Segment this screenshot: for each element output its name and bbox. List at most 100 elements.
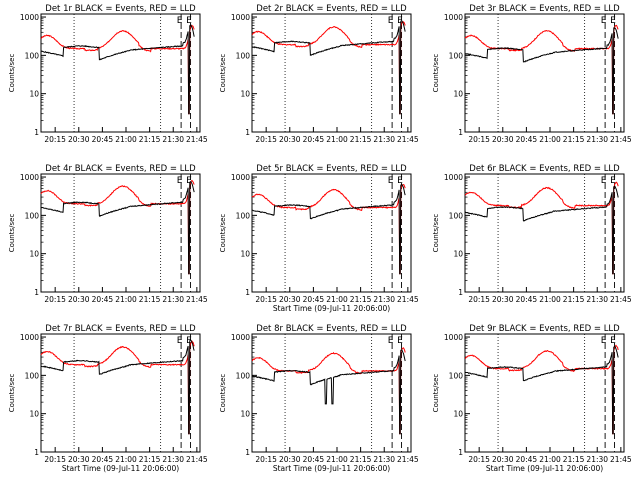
lld-series-line [251,347,406,435]
y-tick-label: 10 [240,250,250,259]
y-tick-label: 1000 [231,333,250,342]
event-marker-label: E [177,176,183,186]
x-tick-label: 21:30 [586,455,608,464]
x-tick-label: 20:30 [68,135,90,144]
y-tick-label: 1 [34,128,39,137]
y-tick-label: 10 [29,410,39,419]
x-tick-label: 20:30 [492,135,514,144]
x-tick-label: 21:30 [586,135,608,144]
plot-frame [251,333,412,453]
x-axis-label: Start Time (09-Jul-11 20:06:00) [486,464,603,473]
y-axis-label: Counts/sec [432,374,440,413]
events-series-line [251,183,406,275]
event-marker-label: E [601,336,607,346]
y-tick-label: 100 [25,211,40,220]
x-tick-label: 20:30 [279,295,301,304]
x-tick-label: 21:45 [397,295,419,304]
x-tick-label: 20:45 [516,135,538,144]
x-tick-label: 21:45 [610,295,632,304]
x-tick-label: 20:45 [303,295,325,304]
lld-series-line [251,21,406,115]
x-tick-label: 21:45 [186,455,208,464]
panel-title: Det 7r BLACK = Events, RED = LLD [45,324,196,334]
x-tick-label: 20:15 [255,455,277,464]
event-marker-label: E [610,16,616,26]
plot-frame [464,333,625,453]
y-axis-label: Counts/sec [219,54,227,93]
panel-4: Det 4r BLACK = Events, RED = LLD 1 10 100 10… [8,164,208,304]
y-tick-label: 1000 [20,13,39,22]
panel-1: Det 1r BLACK = Events, RED = LLD 1 10 100 10… [8,4,208,144]
x-tick-label: 20:30 [279,455,301,464]
x-tick-label: 20:15 [44,455,66,464]
x-tick-label: 20:30 [492,455,514,464]
y-axis-label: Counts/sec [8,374,16,413]
x-tick-label: 21:15 [139,455,161,464]
panel-title: Det 3r BLACK = Events, RED = LLD [469,4,620,14]
event-marker-label: E [388,16,394,26]
y-tick-label: 1000 [444,333,463,342]
panel-title: Det 5r BLACK = Events, RED = LLD [256,164,407,174]
events-series-line [251,349,406,435]
x-tick-label: 21:00 [326,455,348,464]
y-tick-label: 1000 [20,173,39,182]
x-tick-label: 20:15 [468,135,490,144]
x-tick-label: 21:00 [539,455,561,464]
panel-3: Det 3r BLACK = Events, RED = LLD 1 10 100 10… [432,4,632,144]
x-tick-label: 21:45 [610,455,632,464]
y-tick-label: 1 [34,448,39,457]
panel-6: Det 6r BLACK = Events, RED = LLD 1 10 100 10… [432,164,632,304]
y-tick-label: 1 [458,448,463,457]
plot-frame [40,173,201,293]
events-series-line [251,19,406,115]
y-axis-label: Counts/sec [432,214,440,253]
x-axis-label: Start Time (09-Jul-11 20:06:00) [273,304,390,313]
x-tick-label: 21:15 [350,295,372,304]
x-tick-label: 21:30 [162,295,184,304]
y-tick-label: 100 [25,371,40,380]
x-tick-label: 20:15 [255,295,277,304]
y-tick-label: 10 [240,410,250,419]
x-tick-label: 21:45 [397,135,419,144]
y-tick-label: 10 [240,90,250,99]
event-marker-label: E [177,16,183,26]
event-marker-label: E [388,176,394,186]
y-tick-label: 1 [458,128,463,137]
x-tick-label: 21:30 [586,295,608,304]
event-marker-label: E [610,176,616,186]
panel-9: Det 9r BLACK = Events, RED = LLD 1 10 100 10… [432,324,632,473]
x-tick-label: 21:00 [326,295,348,304]
event-marker-label: E [610,336,616,346]
x-tick-label: 20:30 [68,455,90,464]
panel-title: Det 2r BLACK = Events, RED = LLD [256,4,407,14]
y-axis-label: Counts/sec [432,54,440,93]
y-tick-label: 1 [245,448,250,457]
y-tick-label: 1 [245,288,250,297]
y-tick-label: 1 [458,288,463,297]
event-marker-label: E [186,16,192,26]
x-tick-label: 20:45 [92,455,114,464]
lld-series-line [40,340,195,435]
x-tick-label: 20:45 [303,455,325,464]
events-series-line [464,27,619,115]
x-tick-label: 21:00 [326,135,348,144]
x-tick-label: 20:15 [468,295,490,304]
x-tick-label: 20:45 [303,135,325,144]
x-tick-label: 20:45 [92,295,114,304]
y-tick-label: 1000 [20,333,39,342]
event-marker-label: E [186,176,192,186]
panel-title: Det 6r BLACK = Events, RED = LLD [469,164,620,174]
y-axis-label: Counts/sec [219,214,227,253]
y-axis-label: Counts/sec [219,374,227,413]
x-tick-label: 21:45 [186,135,208,144]
x-tick-label: 20:15 [255,135,277,144]
plot-frame [40,13,201,133]
event-marker-label: E [397,336,403,346]
x-tick-label: 21:30 [162,455,184,464]
event-marker-label: E [397,176,403,186]
event-marker-label: E [177,336,183,346]
panel-7: Det 7r BLACK = Events, RED = LLD 1 10 100 10… [8,324,208,473]
plot-frame [251,173,412,293]
y-tick-label: 1000 [231,13,250,22]
x-tick-label: 21:00 [539,295,561,304]
